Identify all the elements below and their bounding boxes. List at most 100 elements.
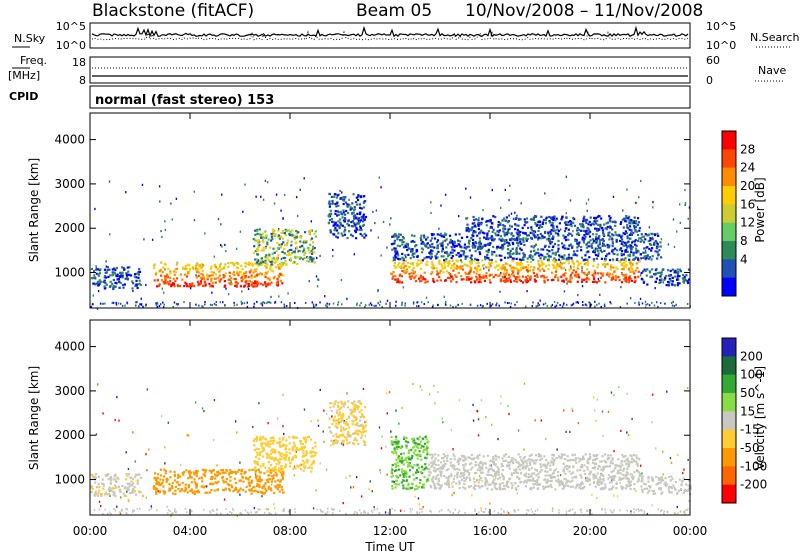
power-echo-pixel (333, 193, 336, 196)
power-echo-pixel (560, 262, 564, 265)
power-echo-pixel (347, 211, 350, 215)
velocity-echo-pixel (394, 486, 397, 489)
power-echo-pixel (436, 241, 439, 244)
velocity-noise-pixel (116, 396, 118, 399)
power-ground-pixel (576, 301, 579, 304)
power-echo-pixel (635, 220, 638, 223)
velocity-echo-pixel (217, 480, 220, 483)
velocity-noise-pixel (454, 474, 456, 478)
power-noise-pixel (527, 237, 529, 241)
power-echo-pixel (563, 247, 566, 250)
velocity-echo-pixel (343, 435, 347, 439)
power-echo-pixel (155, 271, 158, 275)
power-noise-pixel (235, 247, 238, 250)
power-ground-pixel (444, 303, 447, 306)
power-ground-pixel (135, 304, 137, 307)
power-echo-pixel (264, 261, 267, 265)
power-echo-pixel (161, 271, 164, 274)
power-echo-pixel (254, 269, 257, 272)
power-echo-pixel (640, 277, 643, 280)
velocity-noise-pixel (134, 460, 136, 463)
power-ground-pixel (326, 302, 328, 305)
power-noise-pixel (242, 210, 244, 213)
power-echo-pixel (549, 221, 552, 224)
velocity-echo-pixel (152, 485, 156, 488)
velocity-echo-pixel (171, 486, 174, 489)
power-echo-pixel (269, 265, 272, 268)
power-echo-pixel (628, 225, 632, 228)
power-echo-pixel (332, 233, 335, 236)
velocity-ground-pixel (133, 509, 136, 512)
power-echo-pixel (393, 239, 396, 242)
power-echo-pixel (347, 220, 350, 223)
power-echo-pixel (283, 231, 286, 235)
power-ground-pixel (509, 305, 512, 308)
velocity-echo-pixel (261, 447, 264, 450)
power-echo-pixel (569, 232, 572, 235)
velocity-echo-pixel (355, 429, 358, 432)
velocity-echo-pixel (332, 405, 335, 408)
power-echo-pixel (407, 261, 410, 264)
power-echo-pixel (255, 261, 259, 264)
velocity-ground-pixel (478, 511, 480, 514)
power-echo-pixel (422, 277, 425, 280)
velocity-ground-pixel (156, 509, 158, 512)
velocity-echo-pixel (240, 470, 243, 473)
power-echo-pixel (295, 232, 299, 235)
power-echo-pixel (632, 225, 636, 228)
velocity-ground-pixel (119, 510, 121, 513)
power-echo-pixel (626, 246, 629, 249)
velocity-ground-pixel (630, 511, 632, 514)
power-echo-pixel (563, 236, 566, 239)
velocity-echo-pixel (261, 435, 265, 439)
power-echo-pixel (408, 275, 411, 278)
velocity-echo-pixel (253, 444, 256, 447)
power-echo-pixel (476, 266, 479, 270)
power-echo-pixel (473, 281, 477, 284)
power-echo-pixel (353, 208, 356, 211)
velocity-ground-pixel (174, 511, 177, 514)
power-echo-pixel (478, 232, 481, 235)
power-echo-pixel (353, 205, 356, 209)
velocity-ground-pixel (354, 510, 356, 513)
power-echo-pixel (435, 252, 438, 255)
power-echo-pixel (585, 268, 589, 271)
power-ground-pixel (556, 301, 559, 304)
velocity-echo-pixel (364, 420, 368, 423)
power-echo-pixel (532, 217, 535, 220)
power-echo-pixel (441, 242, 444, 245)
power-echo-pixel (538, 264, 541, 267)
power-echo-pixel (533, 230, 536, 233)
velocity-ground-pixel (121, 509, 123, 512)
power-echo-pixel (573, 253, 577, 256)
power-noise-pixel (297, 214, 299, 218)
power-echo-pixel (436, 239, 440, 242)
power-echo-pixel (342, 211, 345, 214)
power-ground-pixel (491, 303, 494, 306)
power-echo-pixel (577, 275, 580, 278)
power-echo-pixel (244, 280, 247, 283)
power-echo-pixel (520, 262, 524, 265)
power-echo-pixel (487, 257, 490, 260)
velocity-echo-pixel (258, 484, 261, 487)
velocity-ground-pixel (114, 509, 116, 512)
power-echo-pixel (444, 260, 448, 263)
power-ground-pixel (117, 302, 120, 305)
power-echo-pixel (276, 282, 279, 285)
power-ground-pixel (481, 305, 484, 308)
velocity-noise-pixel (577, 456, 579, 460)
power-echo-pixel (126, 266, 129, 269)
velocity-echo-pixel (281, 477, 284, 481)
velocity-noise-pixel (342, 501, 344, 505)
power-echo-pixel (420, 251, 424, 254)
power-noise-pixel (654, 287, 656, 290)
power-echo-pixel (404, 259, 407, 263)
power-echo-pixel (519, 279, 523, 282)
power-noise-pixel (465, 187, 467, 190)
power-echo-pixel (453, 262, 456, 265)
power-echo-pixel (504, 227, 507, 231)
power-noise-pixel (204, 232, 206, 235)
power-echo-pixel (396, 250, 399, 253)
velocity-echo-pixel (491, 475, 495, 478)
power-echo-pixel (363, 236, 366, 239)
